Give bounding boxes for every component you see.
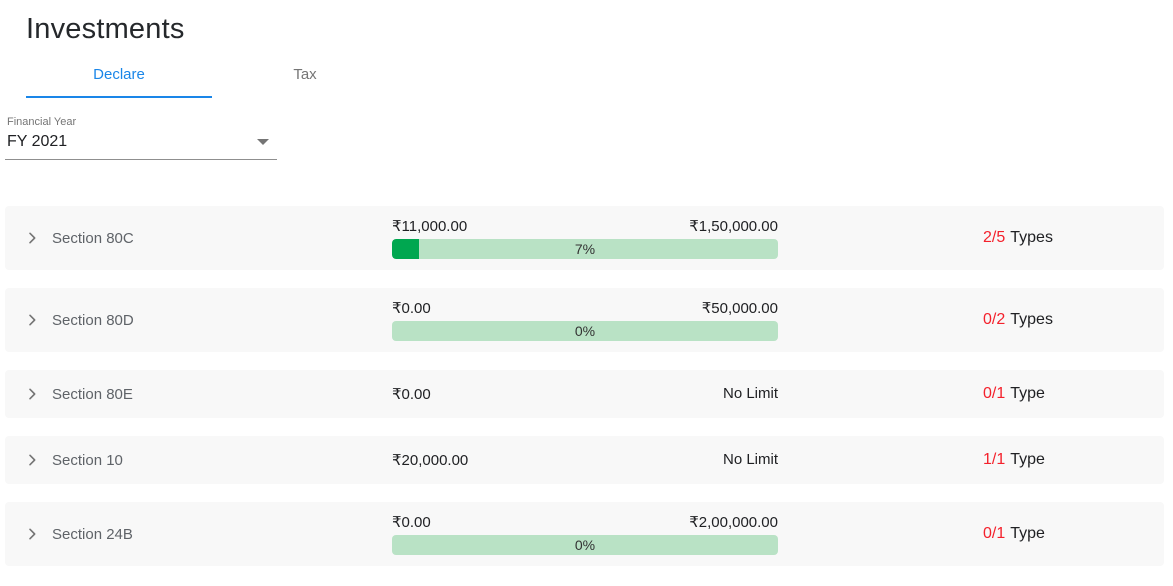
section-row[interactable]: Section 24B ₹0.00 ₹2,00,000.00 0% 0/1 Typ…	[5, 502, 1164, 566]
progress-percent-label: 7%	[574, 241, 596, 257]
section-row[interactable]: Section 80C ₹11,000.00 ₹1,50,000.00 7% 2…	[5, 206, 1164, 270]
section-row-progress-area: ₹0.00 ₹2,00,000.00 0%	[392, 513, 778, 555]
types-word: Type	[1010, 525, 1045, 542]
types-word: Types	[1010, 311, 1053, 328]
limit-amount: No Limit	[722, 451, 778, 468]
progress-bar: 7%	[392, 239, 778, 259]
section-row-left: Section 80D	[24, 312, 392, 329]
section-row-left: Section 80C	[24, 230, 392, 247]
section-list: Section 80C ₹11,000.00 ₹1,50,000.00 7% 2…	[0, 206, 1173, 566]
financial-year-select[interactable]: Financial Year FY 2021	[5, 114, 277, 160]
progress-bar: 0%	[392, 535, 778, 555]
section-row[interactable]: Section 80E ₹0.00 No Limit 0/1 Type	[5, 370, 1164, 418]
types-status: 0/1 Type	[778, 385, 1164, 403]
types-count: 0/2	[983, 311, 1006, 328]
page-title: Investments	[26, 13, 185, 45]
section-name: Section 24B	[52, 525, 133, 543]
declared-amount: ₹11,000.00	[392, 218, 468, 235]
types-status: 2/5 Types	[778, 229, 1164, 247]
section-row-left: Section 24B	[24, 526, 392, 543]
limit-amount: ₹2,00,000.00	[689, 514, 778, 531]
amount-labels: ₹0.00 No Limit	[392, 385, 778, 403]
amount-labels: ₹11,000.00 ₹1,50,000.00	[392, 217, 778, 235]
section-name: Section 80E	[52, 385, 133, 403]
types-count: 2/5	[983, 229, 1006, 246]
declared-amount: ₹20,000.00	[392, 452, 469, 469]
section-name: Section 10	[52, 451, 123, 469]
limit-amount: ₹1,50,000.00	[689, 218, 778, 235]
chevron-right-icon[interactable]	[24, 526, 40, 542]
section-row-left: Section 10	[24, 452, 392, 469]
section-row-progress-area: ₹20,000.00 No Limit	[392, 451, 778, 469]
tab-bar: Declare Tax	[26, 52, 1173, 98]
section-row-left: Section 80E	[24, 386, 392, 403]
progress-bar-fill	[392, 239, 420, 259]
chevron-right-icon[interactable]	[24, 230, 40, 246]
amount-labels: ₹20,000.00 No Limit	[392, 451, 778, 469]
types-count: 0/1	[983, 385, 1006, 402]
section-row[interactable]: Section 10 ₹20,000.00 No Limit 1/1 Type	[5, 436, 1164, 484]
chevron-right-icon[interactable]	[24, 312, 40, 328]
progress-percent-label: 0%	[574, 537, 596, 553]
section-name: Section 80D	[52, 311, 134, 329]
dropdown-arrow-icon[interactable]	[257, 139, 269, 145]
chevron-right-icon[interactable]	[24, 452, 40, 468]
section-row-progress-area: ₹11,000.00 ₹1,50,000.00 7%	[392, 217, 778, 259]
tab-declare[interactable]: Declare	[26, 52, 212, 98]
amount-labels: ₹0.00 ₹2,00,000.00	[392, 513, 778, 531]
tab-tax[interactable]: Tax	[293, 65, 317, 83]
types-word: Type	[1010, 385, 1045, 402]
declared-amount: ₹0.00	[392, 386, 431, 403]
chevron-right-icon[interactable]	[24, 386, 40, 402]
types-count: 0/1	[983, 525, 1006, 542]
types-word: Type	[1010, 451, 1045, 468]
limit-amount: ₹50,000.00	[701, 300, 778, 317]
progress-bar: 0%	[392, 321, 778, 341]
types-count: 1/1	[983, 451, 1006, 468]
section-row-progress-area: ₹0.00 No Limit	[392, 385, 778, 403]
progress-percent-label: 0%	[574, 323, 596, 339]
financial-year-label: Financial Year	[7, 116, 77, 128]
types-status: 0/2 Types	[778, 311, 1164, 329]
types-status: 1/1 Type	[778, 451, 1164, 469]
declared-amount: ₹0.00	[392, 300, 431, 317]
section-row-progress-area: ₹0.00 ₹50,000.00 0%	[392, 299, 778, 341]
declared-amount: ₹0.00	[392, 514, 431, 531]
financial-year-value: FY 2021	[7, 133, 68, 150]
types-word: Types	[1010, 229, 1053, 246]
limit-amount: No Limit	[722, 385, 778, 402]
section-row[interactable]: Section 80D ₹0.00 ₹50,000.00 0% 0/2 Types	[5, 288, 1164, 352]
amount-labels: ₹0.00 ₹50,000.00	[392, 299, 778, 317]
types-status: 0/1 Type	[778, 525, 1164, 543]
section-name: Section 80C	[52, 229, 134, 247]
